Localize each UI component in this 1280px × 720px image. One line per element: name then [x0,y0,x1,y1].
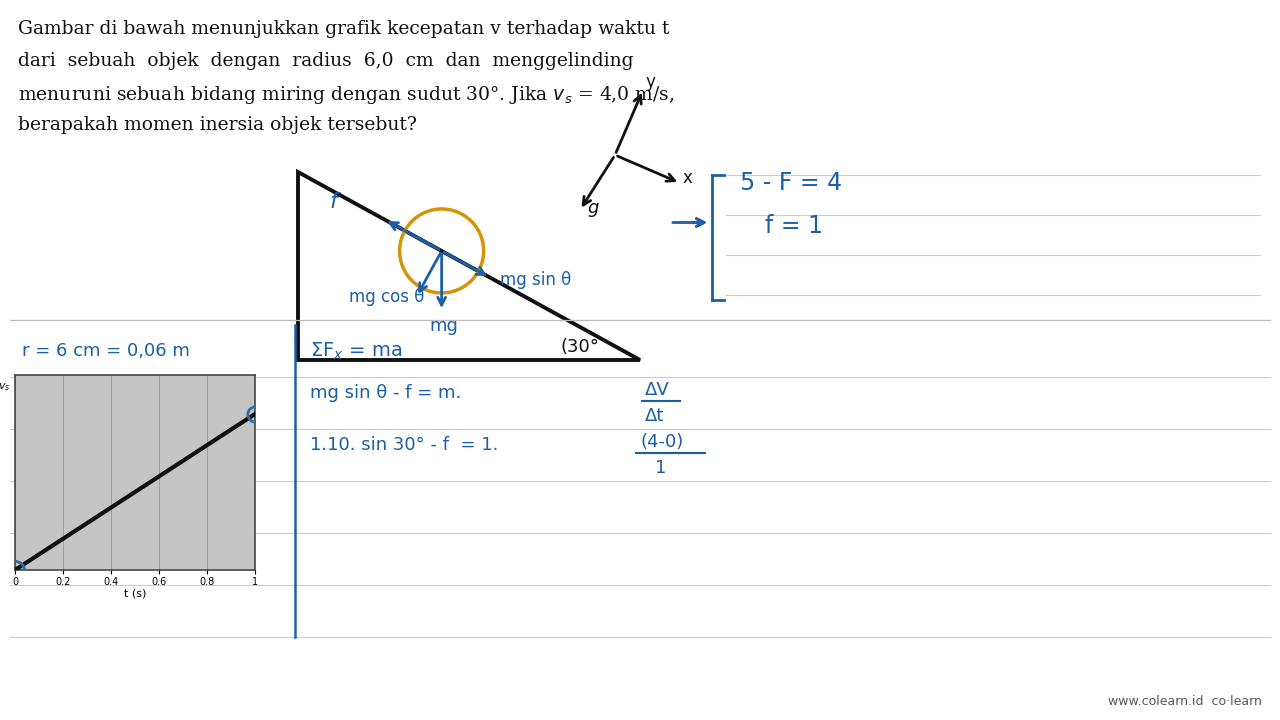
Text: mg sin θ - f = m.: mg sin θ - f = m. [310,384,461,402]
Text: y: y [645,73,655,91]
Text: $v_s$: $v_s$ [0,381,10,392]
Text: berapakah momen inersia objek tersebut?: berapakah momen inersia objek tersebut? [18,116,417,134]
Text: x: x [684,169,692,187]
Text: www.colearn.id  co·learn: www.colearn.id co·learn [1108,695,1262,708]
Text: θ = 30°: θ = 30° [22,394,97,413]
Text: ΣF$_x$ = ma: ΣF$_x$ = ma [310,341,402,361]
Text: m = 1  kg: m = 1 kg [22,498,118,516]
Text: (4-0): (4-0) [640,433,684,451]
Text: (30°: (30° [561,338,599,356]
Text: mg sin θ: mg sin θ [499,271,571,289]
Text: f: f [330,192,338,212]
Text: Gambar di bawah menunjukkan grafik kecepatan v terhadap waktu t: Gambar di bawah menunjukkan grafik kecep… [18,20,669,38]
Text: 1: 1 [655,459,667,477]
Text: $V_s$ = 4 m/s: $V_s$ = 4 m/s [22,444,127,466]
Text: menuruni sebuah bidang miring dengan sudut 30°. Jika $v_s$ = 4,0 m/s,: menuruni sebuah bidang miring dengan sud… [18,84,675,106]
Text: r = 6 cm = 0,06 m: r = 6 cm = 0,06 m [22,342,189,360]
Text: Δt: Δt [645,407,664,425]
Text: 1.10. sin 30° - f  = 1.: 1.10. sin 30° - f = 1. [310,436,498,454]
Text: g: g [588,199,598,217]
Text: ΔV: ΔV [645,381,669,399]
Text: dari  sebuah  objek  dengan  radius  6,0  cm  dan  menggelinding: dari sebuah objek dengan radius 6,0 cm d… [18,52,634,70]
Text: g = 10 m/s²: g = 10 m/s² [22,549,138,569]
Text: mg cos θ: mg cos θ [348,287,424,305]
Text: 5 - F = 4: 5 - F = 4 [740,171,842,195]
Text: f = 1: f = 1 [765,214,823,238]
Text: mg: mg [430,317,458,335]
X-axis label: t (s): t (s) [124,588,146,598]
